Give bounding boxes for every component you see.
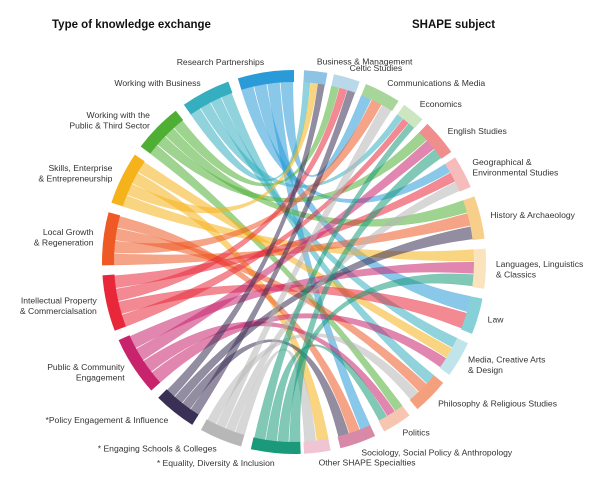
label-skills-enterprise-entrepreneurship: Skills, Enterprise & Entrepreneurship	[38, 163, 112, 184]
arc-business-management[interactable]	[303, 70, 328, 85]
label-politics: Politics	[403, 427, 430, 437]
left-heading: Type of knowledge exchange	[52, 19, 211, 31]
label-history-archaeology: History & Archaeology	[490, 210, 575, 220]
arc-economics[interactable]	[397, 104, 423, 129]
label-law: Law	[488, 314, 505, 324]
arc-politics[interactable]	[378, 405, 410, 432]
label-intellectual-property-commercialsation: Intellectual Property & Commercialsation	[20, 295, 98, 316]
label-philosophy-religious-studies: Philosophy & Religious Studies	[438, 399, 557, 409]
category-labels: Research Partnerships Working with Busine…	[20, 56, 583, 468]
label-public-community-engagement: Public & Community Engagement	[47, 362, 125, 383]
arc-research-partnerships[interactable]	[237, 70, 294, 90]
chord-ribbon	[117, 216, 360, 434]
label-celtic-studies: Celtic Studies	[350, 63, 403, 73]
chord-ribbon	[173, 85, 340, 187]
label-local-growth-regeneration: Local Growth & Regeneration	[34, 227, 94, 248]
label-communications-media: Communications & Media	[387, 78, 485, 88]
arc-english-studies[interactable]	[419, 123, 452, 159]
label-other-shape-specialties: Other SHAPE Specialties	[319, 457, 416, 467]
arc-law[interactable]	[460, 296, 483, 334]
label-languages-linguistics-classics: Languages, Linguistics & Classics	[496, 259, 583, 280]
label-engaging-schools-colleges: * Engaging Schools & Colleges	[98, 444, 217, 454]
chord-ribbons	[113, 81, 475, 443]
arc-sociology-social-policy-anthropology[interactable]	[337, 425, 376, 449]
label-working-with-business: Working with Business	[114, 78, 200, 88]
label-business-management: Business & Management	[317, 56, 413, 66]
arc-intellectual-property-commercialsation[interactable]	[102, 274, 126, 331]
label-research-partnerships: Research Partnerships	[177, 57, 264, 67]
label-english-studies: English Studies	[448, 126, 507, 136]
arc-media-creative-arts-design[interactable]	[439, 338, 469, 375]
arc-languages-linguistics-classics[interactable]	[472, 248, 486, 289]
arc-celtic-studies[interactable]	[331, 74, 360, 93]
arc-engaging-schools-colleges[interactable]	[200, 419, 245, 447]
arc-public-community-engagement[interactable]	[118, 335, 161, 391]
arc-local-growth-regeneration[interactable]	[102, 212, 121, 266]
arc-equality-diversity-inclusion[interactable]	[250, 437, 301, 454]
arc-working-with-the-public-third-sector[interactable]	[140, 110, 184, 154]
arc-skills-enterprise-entrepreneurship[interactable]	[111, 154, 145, 207]
arc-policy-engagement-influence[interactable]	[158, 389, 199, 425]
right-heading: SHAPE subject	[412, 19, 495, 31]
label-working-with-the-public-third-sector: Working with the Public & Third Sector	[69, 110, 150, 131]
category-arcs	[102, 70, 486, 454]
label-economics: Economics	[420, 99, 462, 109]
chord-ribbon	[277, 273, 474, 443]
arc-geographical-environmental-studies[interactable]	[444, 157, 471, 192]
label-equality-diversity-inclusion: * Equality, Diversity & Inclusion	[157, 458, 275, 468]
arc-history-archaeology[interactable]	[463, 196, 485, 241]
label-media-creative-arts-design: Media, Creative Arts & Design	[468, 354, 545, 375]
arc-communications-media[interactable]	[361, 83, 399, 112]
arc-working-with-business[interactable]	[183, 81, 233, 115]
label-policy-engagement-influence: *Policy Engagement & Influence	[45, 415, 168, 425]
arc-other-shape-specialties[interactable]	[303, 438, 331, 454]
label-geographical-environmental-studies: Geographical & Environmental Studies	[472, 157, 558, 178]
label-sociology-social-policy-anthropology: Sociology, Social Policy & Anthropology	[361, 447, 512, 457]
arc-philosophy-religious-studies[interactable]	[409, 375, 444, 410]
